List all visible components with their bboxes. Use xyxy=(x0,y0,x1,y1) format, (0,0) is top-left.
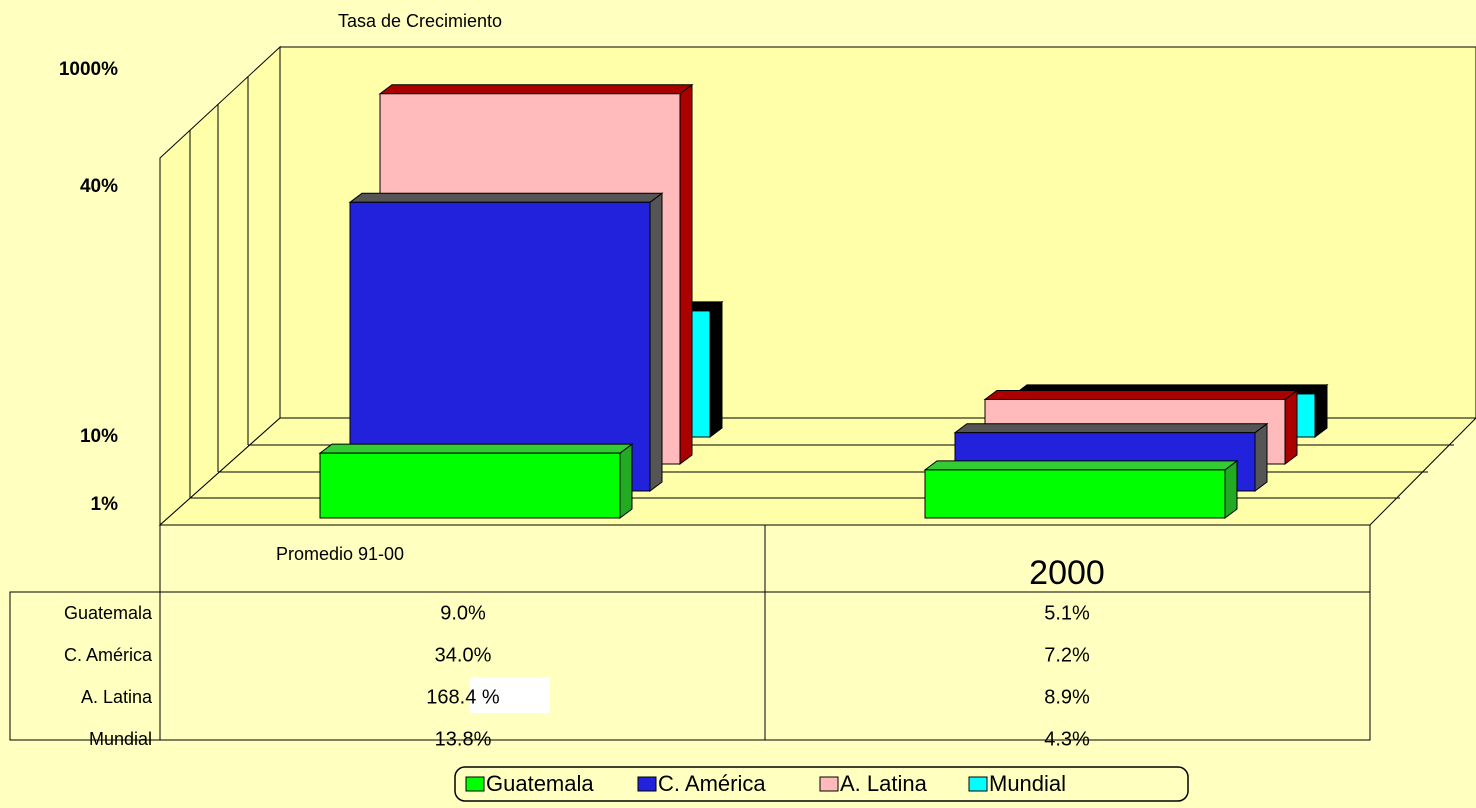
table-cell: 9.0% xyxy=(440,602,486,624)
bar-front xyxy=(349,201,651,492)
table-cell: 5.1% xyxy=(1044,602,1090,624)
bar-side xyxy=(709,300,723,438)
table-row-label: A. Latina xyxy=(81,687,153,707)
bar xyxy=(923,459,1239,519)
legend-label: A. Latina xyxy=(840,771,928,796)
bar-top xyxy=(953,423,1269,434)
table-cell: 34.0% xyxy=(435,644,492,666)
bar-side xyxy=(1254,422,1268,492)
legend-swatch xyxy=(968,776,988,792)
y-tick-label: 1% xyxy=(91,494,119,515)
table-row-label: Mundial xyxy=(89,729,152,749)
table-cell: 13.8% xyxy=(435,728,492,750)
y-tick-label: 1000% xyxy=(59,59,118,80)
bar-top xyxy=(923,460,1239,471)
y-tick-label: 40% xyxy=(80,176,118,197)
bar-top xyxy=(983,389,1299,400)
bar-side xyxy=(649,192,663,492)
table-row-label: Guatemala xyxy=(64,603,153,623)
bar xyxy=(348,192,664,492)
legend-label: Mundial xyxy=(989,771,1066,796)
legend-swatch xyxy=(637,776,657,792)
table-header: Promedio 91-00 xyxy=(276,544,404,564)
table-cell: 168.4 % xyxy=(426,686,500,708)
bar-side xyxy=(1224,459,1238,519)
table-header: 2000 xyxy=(1029,554,1105,592)
table-cell: 7.2% xyxy=(1044,644,1090,666)
bar-top xyxy=(318,443,634,454)
bar-top xyxy=(378,84,694,95)
table-row-label: C. América xyxy=(64,645,153,665)
legend: Guatemala C. América A. Latina Mundial xyxy=(454,766,1189,802)
legend-label: C. América xyxy=(658,771,766,796)
bar-side xyxy=(1284,389,1298,465)
legend-label: Guatemala xyxy=(486,771,594,796)
bar-side xyxy=(679,83,693,465)
data-table xyxy=(9,524,1371,741)
y-tick-label: 10% xyxy=(80,426,118,447)
table-cell: 8.9% xyxy=(1044,686,1090,708)
bar-front xyxy=(319,452,621,519)
bar-top xyxy=(348,192,664,203)
bar-side xyxy=(619,443,633,519)
legend-swatch xyxy=(819,776,839,792)
legend-swatch xyxy=(465,776,485,792)
chart-title: Tasa de Crecimiento xyxy=(338,11,502,31)
table-cell: 4.3% xyxy=(1044,728,1090,750)
bar xyxy=(318,443,634,519)
bar-front xyxy=(924,469,1226,519)
